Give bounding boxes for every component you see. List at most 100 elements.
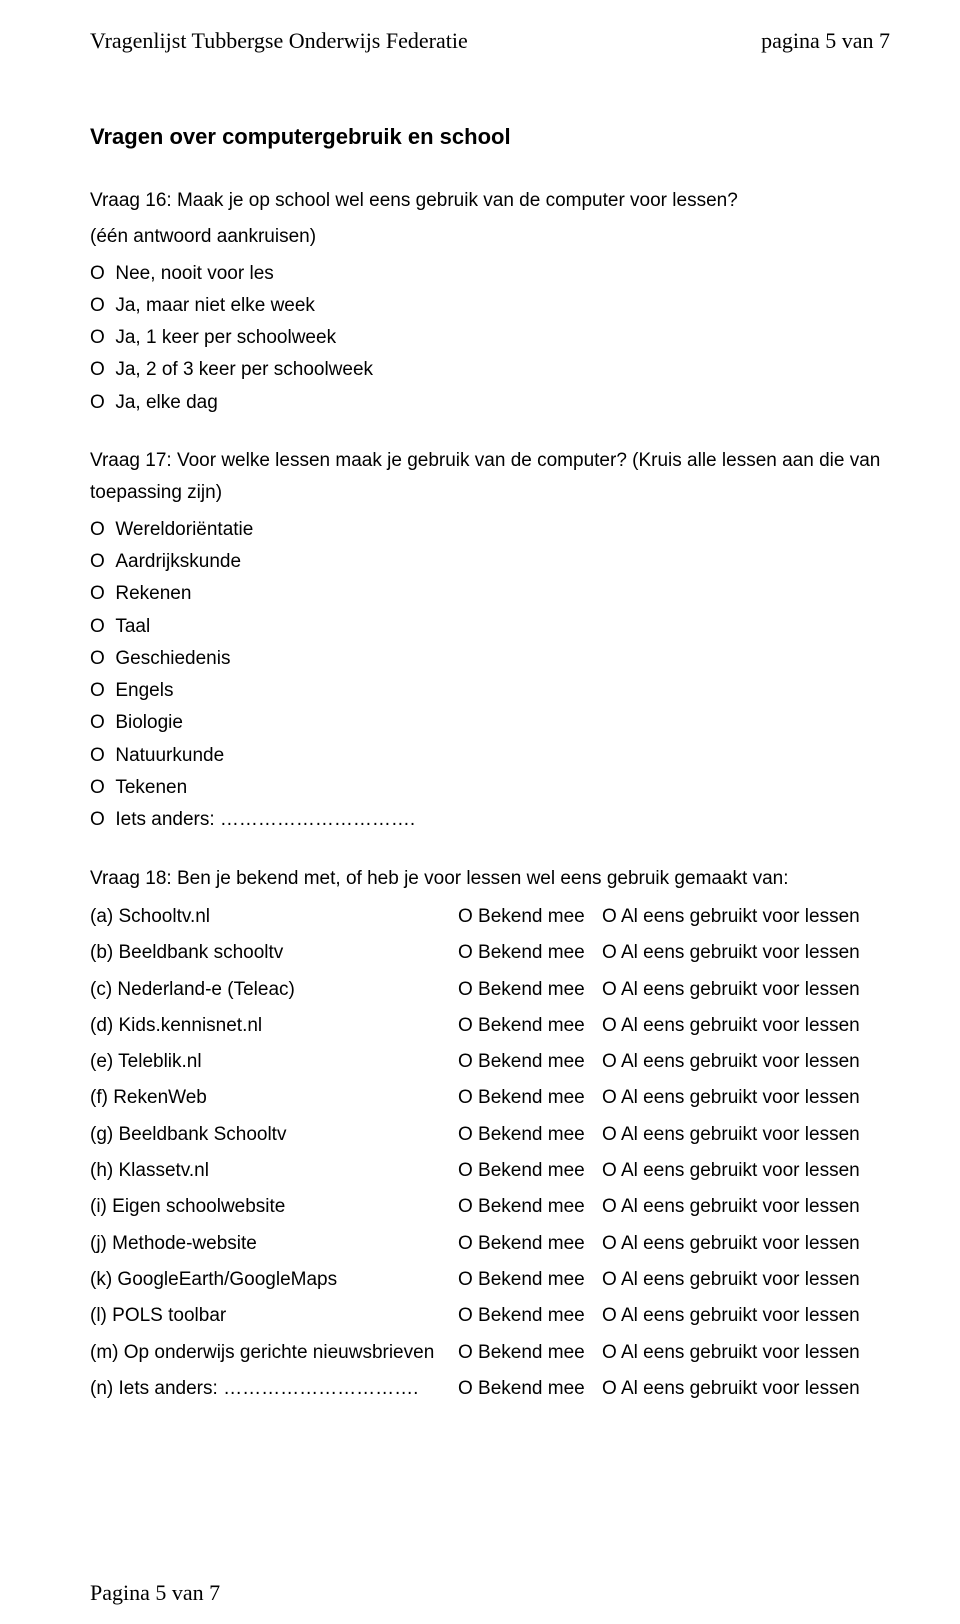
question-16-option[interactable]: O Ja, maar niet elke week <box>90 290 890 322</box>
question-18-item-label: (d) Kids.kennisnet.nl <box>90 1008 458 1044</box>
radio-icon: O <box>90 327 105 348</box>
radio-icon: O <box>90 777 105 798</box>
question-18-used-option[interactable]: O Al eens gebruikt voor lessen <box>602 972 890 1008</box>
option-label: Natuurkunde <box>115 745 224 766</box>
radio-icon: O <box>90 551 105 572</box>
question-18-known-option[interactable]: O Bekend mee <box>458 1117 602 1153</box>
question-16-text: Vraag 16: Maak je op school wel eens geb… <box>90 185 890 217</box>
radio-icon: O <box>90 519 105 540</box>
radio-icon: O <box>90 359 105 380</box>
question-17-option[interactable]: O Biologie <box>90 707 890 739</box>
question-18-known-option[interactable]: O Bekend mee <box>458 1298 602 1334</box>
question-17: Vraag 17: Voor welke lessen maak je gebr… <box>90 445 890 837</box>
option-label: Nee, nooit voor les <box>115 263 273 284</box>
question-18-row: (b) Beeldbank schooltvO Bekend meeO Al e… <box>90 935 890 971</box>
radio-icon: O <box>90 392 105 413</box>
question-18-row: (j) Methode-websiteO Bekend meeO Al eens… <box>90 1226 890 1262</box>
page-header: Vragenlijst Tubbergse Onderwijs Federati… <box>90 28 890 54</box>
question-18-row: (c) Nederland-e (Teleac)O Bekend meeO Al… <box>90 972 890 1008</box>
question-17-option[interactable]: O Wereldoriëntatie <box>90 514 890 546</box>
question-18-used-option[interactable]: O Al eens gebruikt voor lessen <box>602 1371 890 1407</box>
radio-icon: O <box>90 616 105 637</box>
question-18-known-option[interactable]: O Bekend mee <box>458 1044 602 1080</box>
question-16-option[interactable]: O Ja, 1 keer per schoolweek <box>90 322 890 354</box>
radio-icon: O <box>90 809 105 830</box>
question-18-item-label: (e) Teleblik.nl <box>90 1044 458 1080</box>
question-18-row: (k) GoogleEarth/GoogleMapsO Bekend meeO … <box>90 1262 890 1298</box>
question-18-used-option[interactable]: O Al eens gebruikt voor lessen <box>602 1189 890 1225</box>
radio-icon: O <box>90 295 105 316</box>
question-18-used-option[interactable]: O Al eens gebruikt voor lessen <box>602 1117 890 1153</box>
header-right: pagina 5 van 7 <box>761 28 890 54</box>
page-footer: Pagina 5 van 7 <box>90 1580 220 1606</box>
question-17-option[interactable]: O Engels <box>90 675 890 707</box>
question-18-row: (n) Iets anders: O Bekend meeO Al eens g… <box>90 1371 890 1407</box>
question-18-used-option[interactable]: O Al eens gebruikt voor lessen <box>602 1335 890 1371</box>
question-18-item-label: (j) Methode-website <box>90 1226 458 1262</box>
question-18-known-option[interactable]: O Bekend mee <box>458 1008 602 1044</box>
question-18-used-option[interactable]: O Al eens gebruikt voor lessen <box>602 1298 890 1334</box>
question-17-option[interactable]: O Geschiedenis <box>90 643 890 675</box>
question-16: Vraag 16: Maak je op school wel eens geb… <box>90 185 890 419</box>
radio-icon: O <box>90 583 105 604</box>
question-18-item-label: (l) POLS toolbar <box>90 1298 458 1334</box>
option-label: Engels <box>115 680 173 701</box>
question-18-known-option[interactable]: O Bekend mee <box>458 972 602 1008</box>
option-label: Ja, 2 of 3 keer per schoolweek <box>115 359 373 380</box>
question-18-item-label: (f) RekenWeb <box>90 1080 458 1116</box>
question-18-item-label: (i) Eigen schoolwebsite <box>90 1189 458 1225</box>
question-18-known-option[interactable]: O Bekend mee <box>458 1189 602 1225</box>
question-18-row: (a) Schooltv.nlO Bekend meeO Al eens geb… <box>90 899 890 935</box>
question-16-option[interactable]: O Ja, 2 of 3 keer per schoolweek <box>90 354 890 386</box>
radio-icon: O <box>90 712 105 733</box>
question-18-used-option[interactable]: O Al eens gebruikt voor lessen <box>602 1044 890 1080</box>
question-18-known-option[interactable]: O Bekend mee <box>458 1153 602 1189</box>
question-17-option[interactable]: O Aardrijkskunde <box>90 546 890 578</box>
page: Vragenlijst Tubbergse Onderwijs Federati… <box>0 0 960 1624</box>
question-17-option[interactable]: O Tekenen <box>90 772 890 804</box>
question-18-row: (h) Klassetv.nlO Bekend meeO Al eens geb… <box>90 1153 890 1189</box>
question-18-used-option[interactable]: O Al eens gebruikt voor lessen <box>602 1153 890 1189</box>
radio-icon: O <box>90 648 105 669</box>
question-18-known-option[interactable]: O Bekend mee <box>458 1226 602 1262</box>
header-left: Vragenlijst Tubbergse Onderwijs Federati… <box>90 28 468 54</box>
question-16-instruction: (één antwoord aankruisen) <box>90 221 890 253</box>
option-label: Iets anders: <box>115 809 214 830</box>
question-18-item-label: (g) Beeldbank Schooltv <box>90 1117 458 1153</box>
question-18-used-option[interactable]: O Al eens gebruikt voor lessen <box>602 1262 890 1298</box>
question-16-option[interactable]: O Nee, nooit voor les <box>90 258 890 290</box>
question-18-item-label: (h) Klassetv.nl <box>90 1153 458 1189</box>
question-18-item-label: (c) Nederland-e (Teleac) <box>90 972 458 1008</box>
question-18-known-option[interactable]: O Bekend mee <box>458 1335 602 1371</box>
question-17-option[interactable]: O Taal <box>90 611 890 643</box>
question-16-option[interactable]: O Ja, elke dag <box>90 387 890 419</box>
option-label: Ja, maar niet elke week <box>115 295 315 316</box>
question-18-known-option[interactable]: O Bekend mee <box>458 935 602 971</box>
radio-icon: O <box>90 745 105 766</box>
question-18-used-option[interactable]: O Al eens gebruikt voor lessen <box>602 1080 890 1116</box>
question-18-item-label: (b) Beeldbank schooltv <box>90 935 458 971</box>
question-18-row: (l) POLS toolbarO Bekend meeO Al eens ge… <box>90 1298 890 1334</box>
question-17-option-other[interactable]: O Iets anders: <box>90 804 890 836</box>
question-18-used-option[interactable]: O Al eens gebruikt voor lessen <box>602 899 890 935</box>
question-18-used-option[interactable]: O Al eens gebruikt voor lessen <box>602 1008 890 1044</box>
question-18-row: (d) Kids.kennisnet.nlO Bekend meeO Al ee… <box>90 1008 890 1044</box>
question-18-used-option[interactable]: O Al eens gebruikt voor lessen <box>602 1226 890 1262</box>
question-18-used-option[interactable]: O Al eens gebruikt voor lessen <box>602 935 890 971</box>
blank-line <box>220 809 415 830</box>
question-18-table: (a) Schooltv.nlO Bekend meeO Al eens geb… <box>90 899 890 1407</box>
question-18-known-option[interactable]: O Bekend mee <box>458 1371 602 1407</box>
option-label: Tekenen <box>115 777 187 798</box>
question-18-known-option[interactable]: O Bekend mee <box>458 1262 602 1298</box>
question-18-known-option[interactable]: O Bekend mee <box>458 899 602 935</box>
option-label: Wereldoriëntatie <box>115 519 253 540</box>
question-18-row: (e) Teleblik.nlO Bekend meeO Al eens geb… <box>90 1044 890 1080</box>
option-label: Aardrijkskunde <box>115 551 241 572</box>
question-18-row: (m) Op onderwijs gerichte nieuwsbrievenO… <box>90 1335 890 1371</box>
question-18-known-option[interactable]: O Bekend mee <box>458 1080 602 1116</box>
radio-icon: O <box>90 263 105 284</box>
option-label: Ja, 1 keer per schoolweek <box>115 327 336 348</box>
question-17-option[interactable]: O Rekenen <box>90 578 890 610</box>
question-18-row: (g) Beeldbank SchooltvO Bekend meeO Al e… <box>90 1117 890 1153</box>
question-17-option[interactable]: O Natuurkunde <box>90 740 890 772</box>
